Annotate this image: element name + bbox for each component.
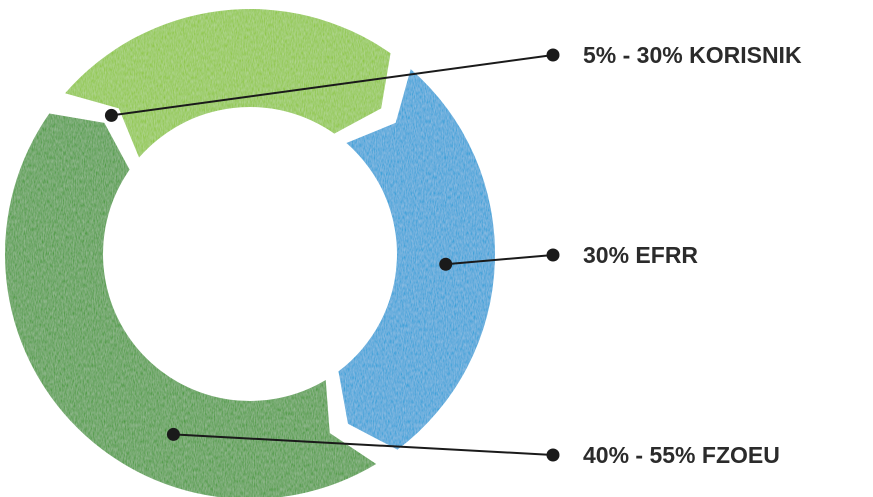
- donut-segment-1: [65, 9, 391, 158]
- label-anchor-dot-1: [546, 48, 560, 62]
- legend-label-1: 5% - 30% KORISNIK: [583, 42, 802, 68]
- donut-segments: [5, 9, 495, 497]
- donut-segment-2: [338, 69, 495, 450]
- segment-anchor-dot-3: [166, 427, 180, 441]
- segment-anchor-dot-2: [439, 257, 453, 271]
- label-anchor-dot-3: [546, 448, 560, 462]
- leader-line-2: [445, 254, 554, 266]
- legend-label-3: 40% - 55% FZOEU: [583, 442, 780, 468]
- legend-labels: 5% - 30% KORISNIK 30% EFRR 40% - 55% FZOEU: [583, 42, 802, 468]
- label-anchor-dot-2: [546, 248, 560, 262]
- leader-line-1: [111, 54, 554, 117]
- leader-lines: [104, 48, 560, 462]
- leader-line-3: [173, 433, 554, 456]
- legend-label-2: 30% EFRR: [583, 242, 698, 268]
- donut-segment-3: [5, 113, 377, 497]
- segment-anchor-dot-1: [104, 108, 118, 122]
